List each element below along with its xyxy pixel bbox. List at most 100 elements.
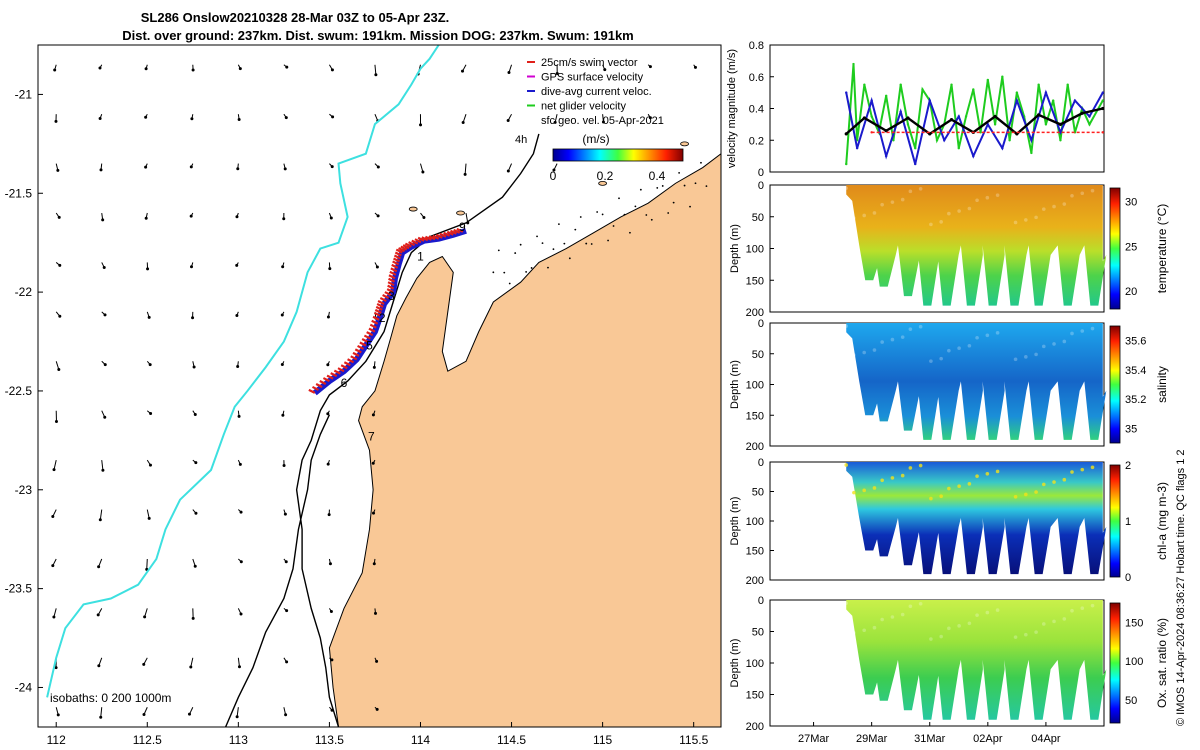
profile-speckle [880, 617, 884, 622]
map-x-tick-label: 113.5 [315, 733, 344, 747]
profile-speckle [890, 200, 895, 204]
map-panel: 9 1 325 6 7 112 112.5 113 113.5 114 114.5 115 115.5 -… [5, 44, 722, 747]
profile-speckle [862, 488, 866, 493]
profile-speckle [1062, 202, 1067, 206]
current-vector-head [326, 363, 330, 367]
profile-speckle [967, 621, 972, 626]
velocity-point [1088, 123, 1091, 126]
swim-vector [366, 331, 374, 337]
swim-vector [369, 323, 377, 329]
profile-speckle [1090, 326, 1095, 331]
profile-speckle [1034, 215, 1038, 220]
current-vector-head [54, 119, 58, 123]
velocity-point [906, 123, 910, 126]
velocity-y-tick-label: 0.2 [749, 135, 764, 147]
velocity-point [972, 154, 975, 158]
time-x-tick-label: 27Mar [798, 733, 830, 745]
swim-vector [354, 348, 362, 354]
swim-vector [330, 372, 338, 378]
current-vector-head [284, 713, 288, 717]
profile-speckle [957, 346, 961, 351]
day-marker-5: 5 [366, 338, 373, 352]
current-vector-head [147, 315, 151, 319]
current-vector-head [98, 518, 102, 522]
coast-speck [700, 161, 702, 164]
profile-y-tick-label: 100 [746, 516, 764, 528]
profile-speckle [880, 478, 884, 483]
velocity-point [845, 162, 848, 166]
current-vector-head [103, 313, 107, 317]
current-vector-head [239, 510, 243, 514]
swim-vector [340, 364, 348, 370]
profile-speckle [1024, 492, 1028, 497]
current-vector [374, 64, 377, 75]
current-vector-head [285, 660, 289, 664]
velocity-point [1073, 99, 1077, 102]
profile-speckle [1013, 220, 1018, 225]
velocity-point [957, 146, 960, 150]
profile-colorbar-tick: 1 [1125, 516, 1131, 528]
velocity-point [957, 115, 960, 118]
velocity-point [1030, 151, 1033, 155]
current-vector-head [98, 66, 102, 70]
velocity-y-tick-label: 0.8 [749, 40, 764, 52]
coast-speck [514, 252, 517, 254]
profile-speckle [1041, 622, 1046, 626]
velocity-point [1066, 83, 1069, 86]
profile-colorbar-tick: 100 [1125, 656, 1143, 668]
swim-vector [443, 231, 451, 237]
coast-speck [683, 184, 686, 187]
coast-speck [525, 271, 528, 273]
velocity-point [1008, 139, 1011, 142]
profile-y-tick-label: 0 [758, 180, 764, 192]
swim-vector [359, 341, 367, 347]
swim-vector [368, 327, 376, 333]
current-vector-head [52, 468, 56, 472]
coast-speck [705, 185, 708, 188]
map-x-tick-label: 113 [229, 733, 248, 747]
profile-speckle [1041, 482, 1046, 487]
current-vector-head [235, 314, 239, 318]
profile-speckle [929, 359, 933, 363]
current-vector [190, 657, 194, 668]
map-y-tick-label: -23 [15, 483, 33, 497]
swim-vector [414, 238, 422, 244]
swim-vector [391, 263, 399, 269]
profile-speckle [1013, 495, 1018, 499]
velocity-point [1044, 123, 1048, 126]
coast-curve [46, 45, 440, 698]
profile-colorbar-tick: 150 [1125, 617, 1143, 629]
current-vector-head [189, 665, 193, 669]
current-vector-head [97, 664, 101, 668]
current-vector-head [461, 69, 465, 73]
current-vector-head [193, 412, 197, 416]
current-vector-head [102, 265, 106, 269]
coast-speck [568, 257, 571, 260]
coast-speck [667, 212, 670, 214]
coast-speck [672, 201, 675, 204]
velocity-point [1059, 139, 1062, 142]
profile-data-area [846, 600, 1107, 720]
profile-y-tick-label: 50 [752, 487, 764, 499]
profile-speckle [929, 496, 933, 501]
profile-speckle [918, 187, 923, 191]
profile-speckle [939, 494, 943, 499]
swim-vector [394, 251, 402, 257]
profile-colorbar-tick: 35.4 [1125, 365, 1146, 377]
velocity-point [862, 116, 866, 120]
profile-colorbar-label: salinity [1155, 366, 1169, 403]
time-x-tick-label: 31Mar [914, 733, 946, 745]
current-vector-head [374, 611, 378, 615]
profile-speckle [929, 222, 933, 227]
profile-speckle [967, 206, 972, 211]
legend-entry: dive-avg current veloc. [541, 86, 652, 98]
current-vector [100, 707, 103, 718]
current-vector-head [330, 68, 334, 72]
day-marker-9: 9 [459, 220, 466, 234]
coast-speck [656, 187, 659, 189]
swim-vector [398, 247, 406, 253]
current-vector-head [327, 513, 331, 517]
swim-vector [388, 277, 396, 283]
profile-speckle [995, 193, 1000, 197]
velocity-point [1088, 115, 1091, 118]
